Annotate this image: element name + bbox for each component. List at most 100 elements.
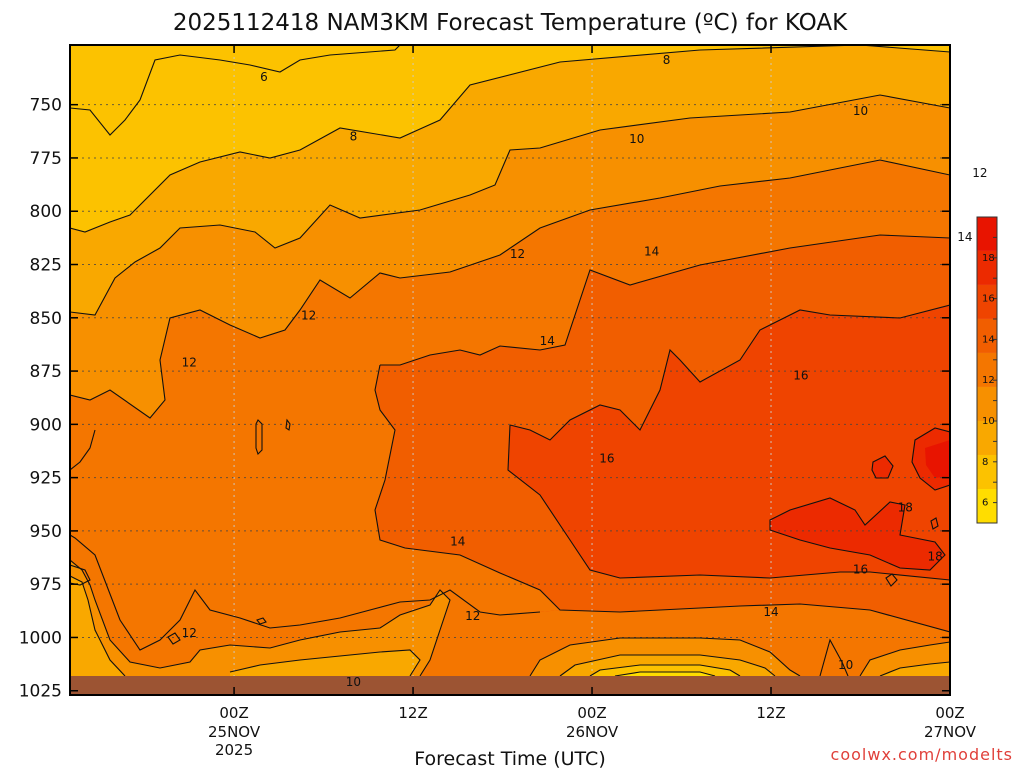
contour-label-6: 14 bbox=[957, 230, 972, 244]
temperature-band-3 bbox=[70, 95, 950, 418]
y-tick-label-825: 825 bbox=[30, 256, 62, 276]
contour-line-22 bbox=[70, 429, 96, 471]
contour-label-9: 12 bbox=[301, 309, 316, 323]
contour-line-17 bbox=[559, 654, 776, 677]
temperature-band-10 bbox=[925, 440, 950, 478]
x-tick-date-2: 26NOV bbox=[566, 723, 619, 741]
y-tick-label-850: 850 bbox=[30, 309, 62, 329]
y-tick-label-925: 925 bbox=[30, 469, 62, 489]
y-axis: 750 775 800 825 850 875 900 925 950 975 1000 1025 bbox=[19, 96, 950, 702]
colorbar-label-8: 8 bbox=[982, 457, 988, 468]
x-tick-label-2: 00Z bbox=[577, 704, 606, 722]
credit-text: coolwx.com/modelts bbox=[831, 745, 1013, 764]
contour-line-9 bbox=[911, 427, 950, 491]
contour-line-26 bbox=[256, 617, 267, 625]
temperature-band-2 bbox=[70, 45, 950, 315]
x-tick-label-4: 00Z bbox=[935, 704, 964, 722]
x-tick-label-3: 12Z bbox=[756, 704, 785, 722]
contour-line-3 bbox=[70, 159, 950, 419]
temperature-band-21 bbox=[880, 662, 950, 676]
temperature-band-9 bbox=[872, 456, 893, 478]
colorbar-segment-8 bbox=[977, 216, 997, 251]
colorbar-label-14: 14 bbox=[982, 334, 995, 345]
contour-label-19: 14 bbox=[763, 605, 778, 619]
colorbar-segment-2 bbox=[977, 420, 997, 455]
contour-line-5 bbox=[374, 364, 950, 633]
x-tick-label-1: 12Z bbox=[398, 704, 427, 722]
contour-label-17: 16 bbox=[853, 562, 868, 576]
y-tick-label-875: 875 bbox=[30, 362, 62, 382]
y-tick-label-1025: 1025 bbox=[19, 682, 62, 702]
x-tick-date-4: 27NOV bbox=[924, 723, 977, 741]
contour-labels: 6 8 8 10 10 12 14 12 14 12 14 12 16 16 18 14 18 16 12 14 12 1… bbox=[182, 53, 988, 689]
contour-label-2: 8 bbox=[663, 53, 671, 67]
contour-label-20: 12 bbox=[182, 626, 197, 640]
temperature-band-5 bbox=[375, 235, 950, 632]
colorbar: 6 8 10 12 14 16 18 bbox=[976, 216, 998, 524]
contour-label-13: 16 bbox=[599, 451, 614, 465]
colorbar-label-10: 10 bbox=[982, 416, 995, 427]
contour-line-15 bbox=[70, 575, 126, 677]
colorbar-label-12: 12 bbox=[982, 375, 995, 386]
y-tick-label-950: 950 bbox=[30, 522, 62, 542]
colorbar-segment-0 bbox=[977, 488, 997, 523]
colorbar-label-16: 16 bbox=[982, 294, 995, 305]
contour-label-8: 14 bbox=[644, 245, 659, 259]
temperature-band-13 bbox=[70, 560, 450, 676]
x-tick-date-0: 25NOV bbox=[208, 723, 261, 741]
contour-line-16 bbox=[229, 649, 421, 677]
y-tick-label-975: 975 bbox=[30, 575, 62, 595]
temperature-bands bbox=[70, 45, 950, 676]
y-tick-label-775: 775 bbox=[30, 149, 62, 169]
colorbar-segment-4 bbox=[977, 352, 997, 387]
contour-label-11: 12 bbox=[182, 356, 197, 370]
contour-line-29 bbox=[930, 517, 939, 530]
contour-label-16: 18 bbox=[927, 549, 942, 563]
x-tick-label-0: 00Z bbox=[219, 704, 248, 722]
y-tick-label-1000: 1000 bbox=[19, 628, 62, 648]
x-tick-year-0: 2025 bbox=[215, 741, 253, 759]
contour-line-20 bbox=[879, 661, 950, 677]
contour-line-1 bbox=[70, 45, 950, 233]
contour-line-7 bbox=[507, 424, 950, 581]
contour-line-24 bbox=[255, 419, 263, 456]
contour-label-21: 10 bbox=[346, 675, 361, 689]
colorbar-frame bbox=[976, 216, 998, 524]
temperature-band-17 bbox=[230, 650, 420, 676]
contour-line-13 bbox=[529, 637, 801, 677]
contour-line-25 bbox=[285, 418, 291, 431]
contour-line-8 bbox=[769, 497, 946, 571]
colorbar-segment-7 bbox=[977, 250, 997, 285]
contour-line-18 bbox=[589, 664, 741, 677]
temperature-band-7 bbox=[770, 498, 945, 570]
contour-label-18: 12 bbox=[465, 609, 480, 623]
colorbar-segment-3 bbox=[977, 386, 997, 421]
contour-line-27 bbox=[167, 632, 181, 645]
contour-label-5: 12 bbox=[972, 166, 987, 180]
contour-line-0 bbox=[70, 45, 401, 136]
contour-label-15: 14 bbox=[450, 535, 465, 549]
contour-label-12: 16 bbox=[793, 368, 808, 382]
plot-area bbox=[70, 45, 950, 695]
contour-line-12 bbox=[70, 559, 451, 677]
temperature-band-16 bbox=[70, 576, 125, 676]
y-tick-label-750: 750 bbox=[30, 96, 62, 116]
colorbar-label-18: 18 bbox=[982, 253, 995, 264]
y-tick-label-800: 800 bbox=[30, 202, 62, 222]
temperature-band-20 bbox=[615, 672, 715, 676]
colorbar-label-6: 6 bbox=[982, 498, 988, 509]
contour-line-6 bbox=[509, 304, 950, 441]
colorbar-segment-6 bbox=[977, 284, 997, 319]
contour-label-10: 14 bbox=[540, 334, 555, 348]
contour-line-10 bbox=[871, 455, 894, 479]
contour-label-0: 6 bbox=[260, 70, 268, 84]
contour-label-14: 18 bbox=[898, 500, 913, 514]
contour-label-7: 12 bbox=[510, 247, 525, 261]
contour-line-19 bbox=[614, 671, 716, 677]
contour-line-28 bbox=[885, 573, 898, 587]
x-axis-title: Forecast Time (UTC) bbox=[414, 748, 605, 768]
contour-label-22: 10 bbox=[838, 658, 853, 672]
temperature-band-4 bbox=[70, 160, 950, 650]
temperature-band-1 bbox=[70, 45, 950, 232]
